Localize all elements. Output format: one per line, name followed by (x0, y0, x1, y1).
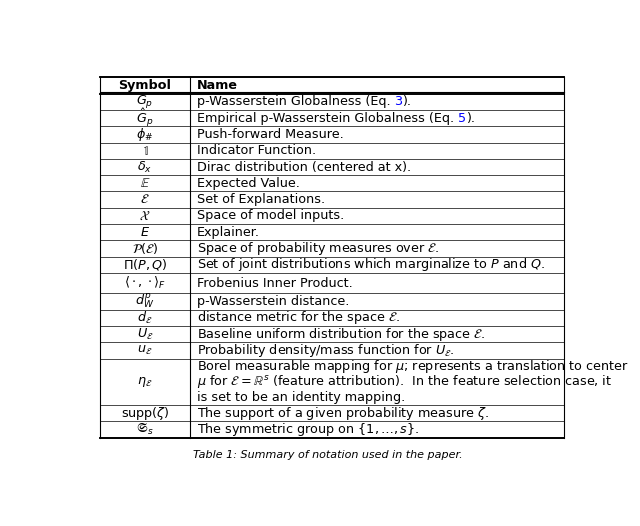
Text: ).: ). (466, 112, 475, 125)
Text: Explainer.: Explainer. (196, 226, 260, 239)
Text: $\mathbb{1}$: $\mathbb{1}$ (142, 144, 148, 158)
Text: $\eta_{\mathcal{E}}$: $\eta_{\mathcal{E}}$ (138, 375, 153, 389)
Text: $\mathrm{supp}(\zeta)$: $\mathrm{supp}(\zeta)$ (121, 405, 170, 422)
Text: $\hat{G}_p$: $\hat{G}_p$ (136, 107, 154, 129)
Text: Space of probability measures over $\mathcal{E}$.: Space of probability measures over $\mat… (196, 240, 439, 257)
Text: Expected Value.: Expected Value. (196, 177, 300, 190)
Text: Set of Explanations.: Set of Explanations. (196, 193, 325, 206)
Text: $G_p$: $G_p$ (136, 93, 154, 110)
Text: Frobenius Inner Product.: Frobenius Inner Product. (196, 277, 353, 290)
Text: Table 1: Summary of notation used in the paper.: Table 1: Summary of notation used in the… (193, 450, 463, 460)
Text: $\mathcal{P}(\mathcal{E})$: $\mathcal{P}(\mathcal{E})$ (132, 241, 158, 256)
Text: $\Pi(P,Q)$: $\Pi(P,Q)$ (123, 257, 168, 272)
Text: Push-forward Measure.: Push-forward Measure. (196, 128, 344, 141)
Text: Indicator Function.: Indicator Function. (196, 144, 316, 157)
Text: $\langle \cdot, \cdot \rangle_F$: $\langle \cdot, \cdot \rangle_F$ (124, 275, 166, 291)
Text: p-Wasserstein Globalness (Eq.: p-Wasserstein Globalness (Eq. (196, 95, 394, 108)
Text: The symmetric group on $\{1, \ldots, s\}$.: The symmetric group on $\{1, \ldots, s\}… (196, 421, 419, 438)
Text: Name: Name (196, 79, 237, 92)
Text: $E$: $E$ (140, 226, 150, 239)
Text: $u_{\mathcal{E}}$: $u_{\mathcal{E}}$ (138, 344, 153, 357)
Text: $\mu$ for $\mathcal{E} = \mathbb{R}^s$ (feature attribution).  In the feature se: $\mu$ for $\mathcal{E} = \mathbb{R}^s$ (… (196, 373, 612, 390)
Text: Dirac distribution (centered at x).: Dirac distribution (centered at x). (196, 160, 411, 174)
Text: Borel measurable mapping for $\mu$; represents a translation to center: Borel measurable mapping for $\mu$; repr… (196, 358, 628, 375)
Text: distance metric for the space $\mathcal{E}$.: distance metric for the space $\mathcal{… (196, 309, 400, 326)
Text: $\mathcal{E}$: $\mathcal{E}$ (140, 193, 150, 206)
Text: $d_W^p$: $d_W^p$ (136, 292, 155, 311)
Text: $\phi_{\#}$: $\phi_{\#}$ (136, 126, 154, 143)
Text: Empirical p-Wasserstein Globalness (Eq.: Empirical p-Wasserstein Globalness (Eq. (196, 112, 458, 125)
Text: $\mathcal{X}$: $\mathcal{X}$ (140, 209, 151, 222)
Text: 3: 3 (394, 95, 403, 108)
Text: $\mathbb{E}$: $\mathbb{E}$ (140, 177, 150, 190)
Text: Probability density/mass function for $U_{\mathcal{E}}$.: Probability density/mass function for $U… (196, 342, 454, 359)
Text: 5: 5 (458, 112, 466, 125)
Text: p-Wasserstein distance.: p-Wasserstein distance. (196, 295, 349, 308)
Text: Space of model inputs.: Space of model inputs. (196, 209, 344, 222)
Text: Baseline uniform distribution for the space $\mathcal{E}$.: Baseline uniform distribution for the sp… (196, 326, 485, 343)
Text: $\mathfrak{S}_s$: $\mathfrak{S}_s$ (136, 422, 154, 437)
Text: $d_{\mathcal{E}}$: $d_{\mathcal{E}}$ (138, 310, 153, 326)
Text: is set to be an identity mapping.: is set to be an identity mapping. (196, 391, 405, 404)
Text: Symbol: Symbol (118, 79, 172, 92)
Text: Set of joint distributions which marginalize to $P$ and $Q$.: Set of joint distributions which margina… (196, 256, 545, 274)
Text: The support of a given probability measure $\zeta$.: The support of a given probability measu… (196, 405, 489, 422)
Text: $\delta_x$: $\delta_x$ (138, 159, 153, 175)
Text: $U_{\mathcal{E}}$: $U_{\mathcal{E}}$ (137, 327, 154, 342)
Text: ).: ). (403, 95, 412, 108)
